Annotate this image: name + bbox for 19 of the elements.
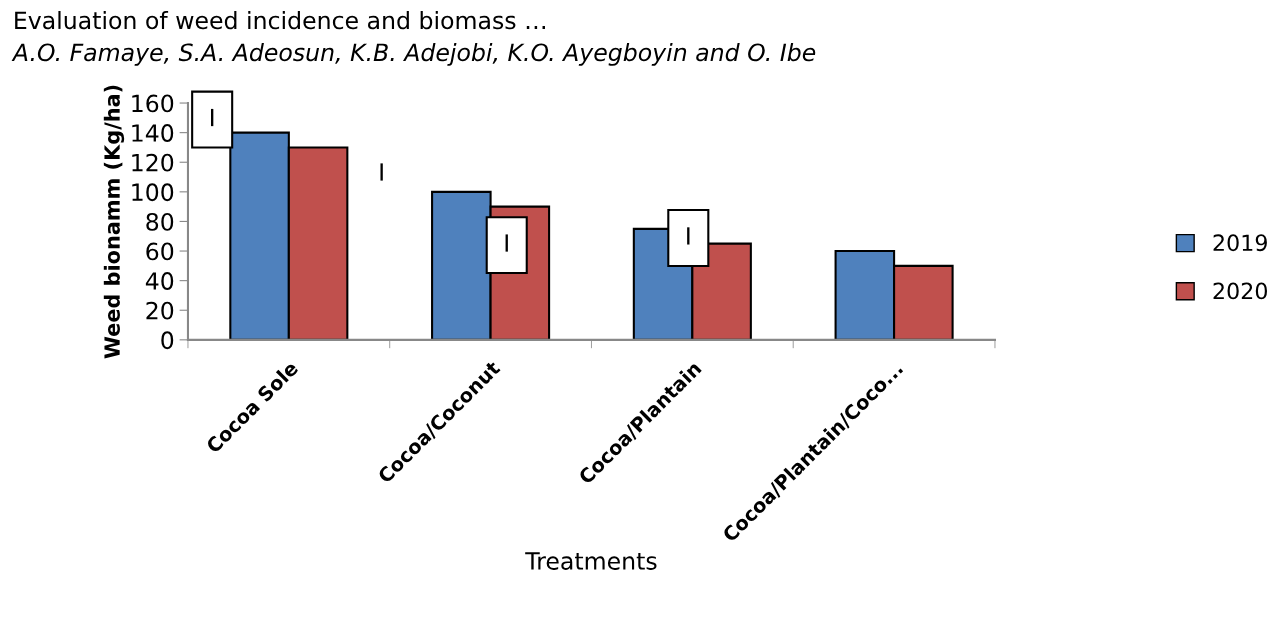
y-tick-label: 40 — [145, 272, 174, 290]
annotation: I — [211, 108, 214, 127]
x-axis-title: Treatments — [525, 552, 657, 570]
y-tick-label: 0 — [161, 331, 174, 350]
text: A.O. Famaye, S.A. Adeosun, K.B. Adejobi, K.O. Ayegboyin and O. Ibe — [11, 42, 816, 66]
annotation: I — [505, 234, 508, 252]
y-tick-label: 140 — [132, 124, 174, 142]
legend-label: 2019 — [1213, 234, 1267, 252]
annotation: I — [380, 163, 383, 181]
y-tick-label: 80 — [146, 212, 174, 231]
y-tick-label: 60 — [146, 242, 174, 261]
y-tick-label: 100 — [132, 183, 174, 202]
text: Evaluation of weed incidence and biomass … — [15, 10, 545, 30]
y-axis-title: Weed bionamm (Kg/ha) — [103, 85, 125, 359]
y-tick-label: 120 — [132, 153, 174, 172]
y-tick-label: 160 — [132, 94, 174, 113]
annotation: I — [687, 227, 690, 245]
legend-label: 2020 — [1213, 282, 1267, 300]
y-tick-label: 20 — [146, 301, 174, 320]
